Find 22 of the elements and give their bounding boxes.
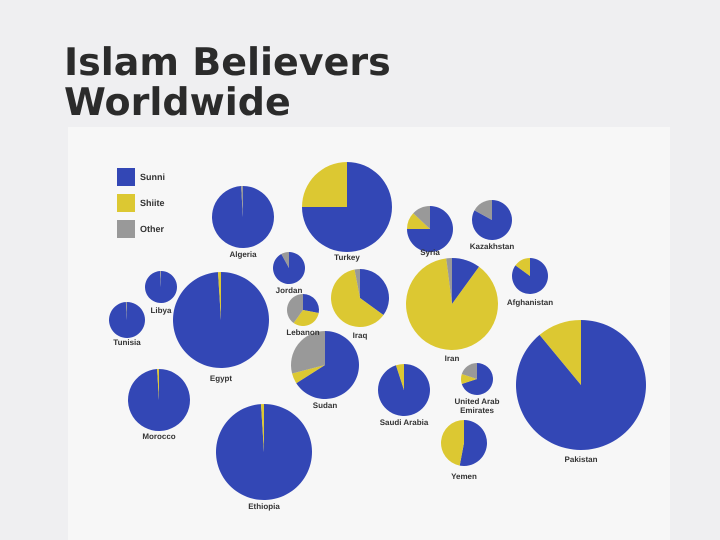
text: Sudan (312, 401, 338, 410)
text: Pakistan (564, 455, 598, 464)
text: Ethiopia (247, 502, 281, 511)
text: Saudi Arabia (378, 418, 430, 427)
text: Afghanistan (506, 298, 554, 307)
legend-label: Sunni (140, 172, 165, 182)
text: Tunisia (112, 338, 142, 347)
text: Kazakhstan (468, 242, 516, 251)
text: Egypt (208, 374, 234, 383)
text: Iraq (352, 331, 368, 340)
text: Turkey (333, 253, 361, 262)
text: Yemen (450, 472, 478, 481)
text: Algeria (228, 250, 258, 259)
text: Morocco (141, 432, 177, 441)
text: United Arab Emirates (453, 397, 501, 415)
text: Jordan (274, 286, 304, 295)
text: Libya (150, 306, 172, 315)
legend-label: Other (140, 224, 164, 234)
legend-label: Shiite (140, 198, 165, 208)
text: Islam Believers Worldwide (64, 40, 392, 124)
text: Iran (444, 354, 460, 363)
text: Lebanon (285, 328, 321, 337)
